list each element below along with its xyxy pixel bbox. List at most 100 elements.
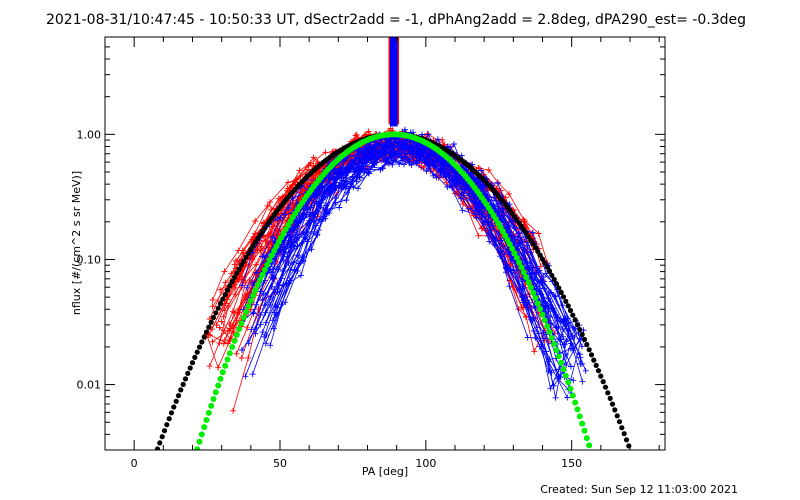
blue-trace-point — [274, 215, 281, 222]
blue-trace-point — [279, 253, 286, 260]
blue-trace-point — [516, 287, 523, 293]
green-fit-point — [233, 331, 240, 338]
blue-trace-point — [545, 368, 552, 375]
blue-trace-point — [242, 373, 249, 380]
blue-trace-point — [533, 283, 540, 290]
green-fit-point — [203, 417, 210, 423]
blue-trace-point — [521, 246, 528, 253]
blue-trace-point — [290, 239, 297, 246]
blue-trace-point — [343, 197, 350, 204]
blue-trace-point — [557, 374, 564, 381]
blue-trace-point — [417, 153, 424, 160]
red-trace-point — [520, 216, 527, 223]
black-fit-point — [616, 419, 623, 425]
blue-trace-point — [383, 149, 390, 156]
blue-trace-point — [364, 159, 370, 166]
blue-trace-point — [369, 146, 376, 153]
red-trace-point — [216, 340, 223, 346]
red-trace-point — [510, 284, 517, 291]
black-fit-point — [241, 258, 247, 264]
green-fit-point — [257, 276, 264, 283]
black-fit-point — [217, 301, 224, 307]
blue-trace-point — [366, 150, 372, 157]
black-fit-point — [570, 312, 576, 318]
blue-trace-point — [402, 153, 409, 160]
red-trace-point — [535, 230, 542, 237]
green-fit-point — [537, 306, 544, 312]
blue-trace-point — [304, 238, 311, 245]
blue-trace-point — [564, 315, 571, 322]
black-fit-point — [605, 390, 611, 396]
red-trace-point — [221, 268, 228, 275]
green-fit-point — [548, 334, 555, 341]
blue-trace-point — [546, 356, 553, 363]
blue-trace-point — [317, 189, 324, 196]
red-trace-point — [352, 132, 359, 139]
blue-trace-point — [285, 205, 292, 212]
black-fit-point — [243, 254, 249, 260]
green-fit-point — [539, 311, 546, 318]
green-fit-point — [523, 274, 530, 281]
blue-trace-point — [540, 274, 547, 280]
blue-trace-point — [388, 155, 395, 161]
black-fit-point — [220, 296, 226, 302]
blue-trace-point — [399, 157, 406, 164]
green-fit-point — [562, 372, 569, 379]
created-footer: Created: Sun Sep 12 11:03:00 2021 — [540, 483, 738, 496]
blue-trace-point — [422, 158, 429, 165]
black-fit-point — [539, 256, 546, 262]
green-fit-point — [266, 257, 273, 264]
blue-trace-point — [570, 377, 577, 384]
green-fit-point — [219, 369, 226, 376]
black-fit-point — [171, 404, 177, 410]
black-fit-point — [175, 393, 182, 399]
blue-trace-point — [504, 223, 511, 230]
blue-trace-point — [551, 293, 558, 300]
blue-trace-point — [444, 184, 451, 190]
green-fit-point — [565, 379, 572, 386]
blue-trace-point — [262, 309, 269, 316]
blue-trace-point — [307, 204, 314, 211]
green-fit-point — [268, 252, 275, 259]
blue-trace-point — [366, 170, 373, 177]
black-fit-point — [607, 395, 613, 401]
red-trace-point — [221, 337, 228, 344]
green-fit-point — [525, 279, 532, 286]
black-fit-point — [182, 376, 189, 382]
black-fit-point — [161, 428, 168, 434]
green-fit-point — [226, 350, 233, 357]
blue-trace-point — [259, 329, 266, 336]
black-fit-point — [203, 329, 210, 335]
blue-trace-point — [257, 321, 264, 328]
y-tick-label: 1.00 — [77, 128, 102, 141]
blue-trace-point — [311, 218, 317, 225]
blue-trace-point — [408, 161, 415, 168]
green-fit-point — [553, 347, 560, 354]
black-fit-point — [178, 387, 184, 393]
blue-trace-point — [459, 207, 466, 214]
blue-trace-point — [338, 180, 345, 187]
blue-trace-point — [253, 324, 260, 331]
green-fit-point — [555, 353, 562, 360]
green-fit-point — [196, 438, 203, 445]
black-fit-point — [551, 276, 557, 282]
green-fit-point — [574, 406, 581, 413]
red-trace-point — [230, 407, 237, 414]
blue-trace-point — [239, 347, 245, 353]
green-fit-point — [250, 292, 257, 299]
red-trace-point — [296, 167, 303, 174]
black-fit-point — [609, 401, 616, 407]
green-fit-point — [212, 389, 219, 396]
red-trace-point — [218, 318, 225, 325]
blue-trace-point — [488, 201, 495, 208]
blue-trace-point — [336, 204, 343, 211]
blue-trace-point — [269, 234, 276, 241]
green-fit-point — [217, 375, 224, 382]
red-trace-point — [258, 243, 265, 250]
black-fit-point — [231, 274, 238, 280]
black-fit-point — [591, 357, 597, 363]
blue-trace-point — [496, 249, 503, 256]
green-fit-point — [238, 320, 245, 327]
blue-trace-point — [450, 141, 457, 147]
